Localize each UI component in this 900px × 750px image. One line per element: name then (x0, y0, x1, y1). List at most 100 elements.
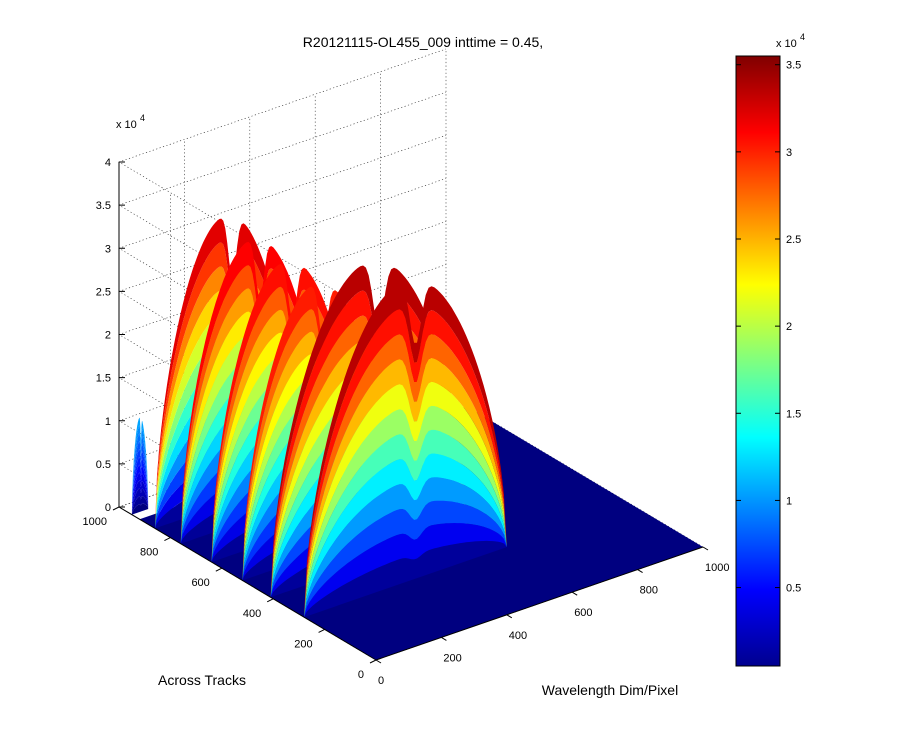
colorbar-tick-label: 1 (786, 495, 792, 507)
colorbar-tick-label: 3 (786, 147, 792, 159)
surface-band-layer (211, 399, 359, 563)
surface-band-layer (180, 357, 325, 544)
y-tick-label: 800 (140, 547, 158, 559)
surface-band-layer (304, 500, 507, 618)
surface-band-layer (211, 309, 359, 563)
y-tick-label: 600 (191, 577, 209, 589)
surface-band-layer (155, 360, 296, 529)
surface-band-layer (304, 284, 507, 618)
x-tick-label: 800 (640, 585, 658, 597)
surface-band-layer (131, 464, 149, 515)
y-tick-mark (266, 598, 274, 603)
surface-band-layer (131, 488, 149, 515)
colorbar: 0.5 1 1.5 2 2.5 3 3.5 x 10 4 (735, 32, 805, 667)
colorbar-exponent-label: x 10 (776, 38, 797, 50)
x-tick-label: 1000 (705, 562, 729, 574)
surface-band-layer (180, 288, 325, 544)
surface-band-layer (180, 379, 325, 544)
surface-band-layer (304, 429, 507, 618)
surface-band-layer (131, 433, 149, 515)
x-tick-mark (637, 569, 643, 574)
surface-band-layer (304, 523, 507, 618)
y-tick-mark (318, 628, 325, 633)
surface-band-layer (131, 457, 149, 515)
surface-band-layer (131, 503, 149, 515)
surface-band-layer (131, 472, 149, 515)
surface-band-layer (304, 309, 507, 618)
surface-band-layer (211, 377, 359, 563)
surface-band-layer (155, 266, 296, 529)
z-tick-label: 0 (105, 502, 111, 514)
z-exponent-label: x 10 (116, 119, 137, 131)
surface-band-layer (304, 381, 507, 618)
y-tick-mark (112, 506, 120, 511)
surface-band-layer (304, 357, 507, 618)
z-exponent-power: 4 (140, 113, 145, 123)
surface-band-layer (242, 286, 390, 581)
surface-band-layer (131, 449, 149, 515)
surface-band-layer (155, 290, 296, 529)
surface-band-layer (211, 420, 359, 563)
surface-band-layer (242, 419, 390, 581)
surface-band-layer (304, 334, 507, 618)
surface-band-layer (270, 315, 467, 598)
surface-band-layer (304, 540, 507, 618)
surface-band-layer (211, 264, 359, 563)
y-tick-label: 400 (243, 608, 261, 620)
surface-band-layer (155, 314, 296, 529)
x-tick-mark (702, 546, 709, 551)
y-tick-label: 200 (294, 638, 312, 650)
axis-ticks: 0 200 400 600 800 1000 0 200 400 600 800 1000 0 0.5 1 1… (83, 157, 730, 687)
x-tick-mark (571, 591, 578, 596)
colorbar-tick-label: 2.5 (786, 234, 801, 246)
surface-band-layer (270, 265, 467, 598)
x-axis-label: Wavelength Dim/Pixel (542, 682, 678, 698)
surface-band (304, 284, 507, 618)
z-tick-label: 0.5 (96, 459, 111, 471)
x-tick-mark (506, 614, 513, 619)
surface-band-layer (211, 332, 359, 563)
surface-band (131, 417, 149, 515)
y-axis-label: Across Tracks (158, 672, 246, 688)
surface-band-layer (270, 290, 467, 598)
y-tick-label: 0 (358, 669, 364, 681)
colorbar-ticks: 0.5 1 1.5 2 2.5 3 3.5 (736, 60, 801, 595)
surface-band-layer (131, 480, 149, 515)
surface-band-layer (155, 218, 296, 529)
surface-band-layer (242, 309, 390, 581)
x-axis-line (375, 546, 704, 661)
surface-band-layer (270, 387, 467, 598)
z-tick-label: 1.5 (96, 373, 111, 385)
x-tick-mark (441, 636, 447, 641)
surface-band-layer (180, 265, 325, 544)
colorbar-tick-label: 3.5 (786, 60, 801, 72)
surface-band-layer (155, 383, 296, 529)
surface-band-layer (180, 241, 325, 544)
surface-band-layer (304, 405, 507, 618)
colorbar-gradient (735, 55, 781, 667)
colorbar-tick-label: 2 (786, 321, 792, 333)
y-tick-mark (164, 537, 171, 542)
x-tick-label: 0 (378, 675, 384, 687)
surface-band-layer (131, 441, 149, 515)
surface-band-layer (242, 376, 390, 581)
surface-band-layer (270, 411, 467, 598)
surface-band-layer (242, 440, 390, 581)
surface-band-layer (211, 286, 359, 563)
surface-band-layer (270, 339, 467, 598)
x-tick-mark (375, 659, 382, 664)
x-tick-label: 400 (509, 630, 527, 642)
surface-plot (131, 218, 704, 660)
colorbar-tick-label: 1.5 (786, 408, 801, 420)
x-tick-label: 200 (443, 652, 461, 664)
z-tick-label: 2 (105, 330, 111, 342)
colorbar-exponent-power: 4 (800, 32, 805, 42)
surface-band-layer (155, 242, 296, 529)
surface-band-layer (242, 397, 390, 581)
surface-band-layer (180, 401, 325, 544)
surface-band-layer (180, 334, 325, 544)
y-tick-label: 1000 (83, 516, 107, 528)
surface-band-layer (211, 355, 359, 563)
z-tick-label: 4 (105, 157, 111, 169)
